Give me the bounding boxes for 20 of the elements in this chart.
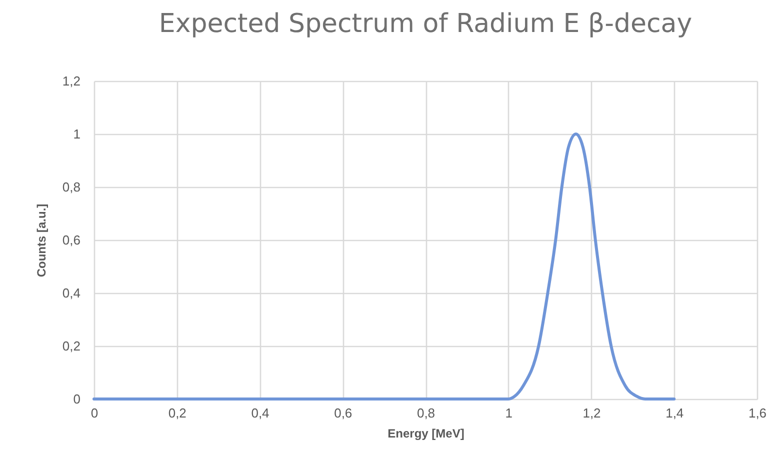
x-tick-label: 0,2	[168, 406, 186, 420]
x-tick-label: 1,2	[582, 406, 601, 420]
x-axis-title: Energy [MeV]	[388, 426, 464, 440]
y-tick-label: 0,8	[62, 180, 80, 194]
y-tick-label: 0,4	[62, 286, 80, 300]
x-tick-label: 0,8	[416, 406, 436, 420]
y-axis-title: Counts [a.u.]	[34, 204, 48, 278]
y-tick-label: 1,2	[62, 74, 80, 88]
x-tick-label: 1	[505, 406, 512, 420]
line-series	[92, 132, 676, 400]
x-tick-label: 0,4	[251, 406, 270, 420]
x-tick-label: 1,4	[666, 406, 684, 420]
chart-title: Expected Spectrum of Radium E β-decay	[158, 9, 692, 39]
x-tick-label: 1,6	[748, 406, 767, 420]
y-tick-label: 0,6	[62, 232, 80, 248]
x-tick-label: 0,6	[334, 406, 352, 420]
x-tick-label: 0	[90, 406, 98, 420]
y-tick-label: 0,2	[62, 338, 80, 354]
y-tick-label: 0	[73, 392, 80, 406]
y-tick-label: 1	[73, 126, 80, 142]
